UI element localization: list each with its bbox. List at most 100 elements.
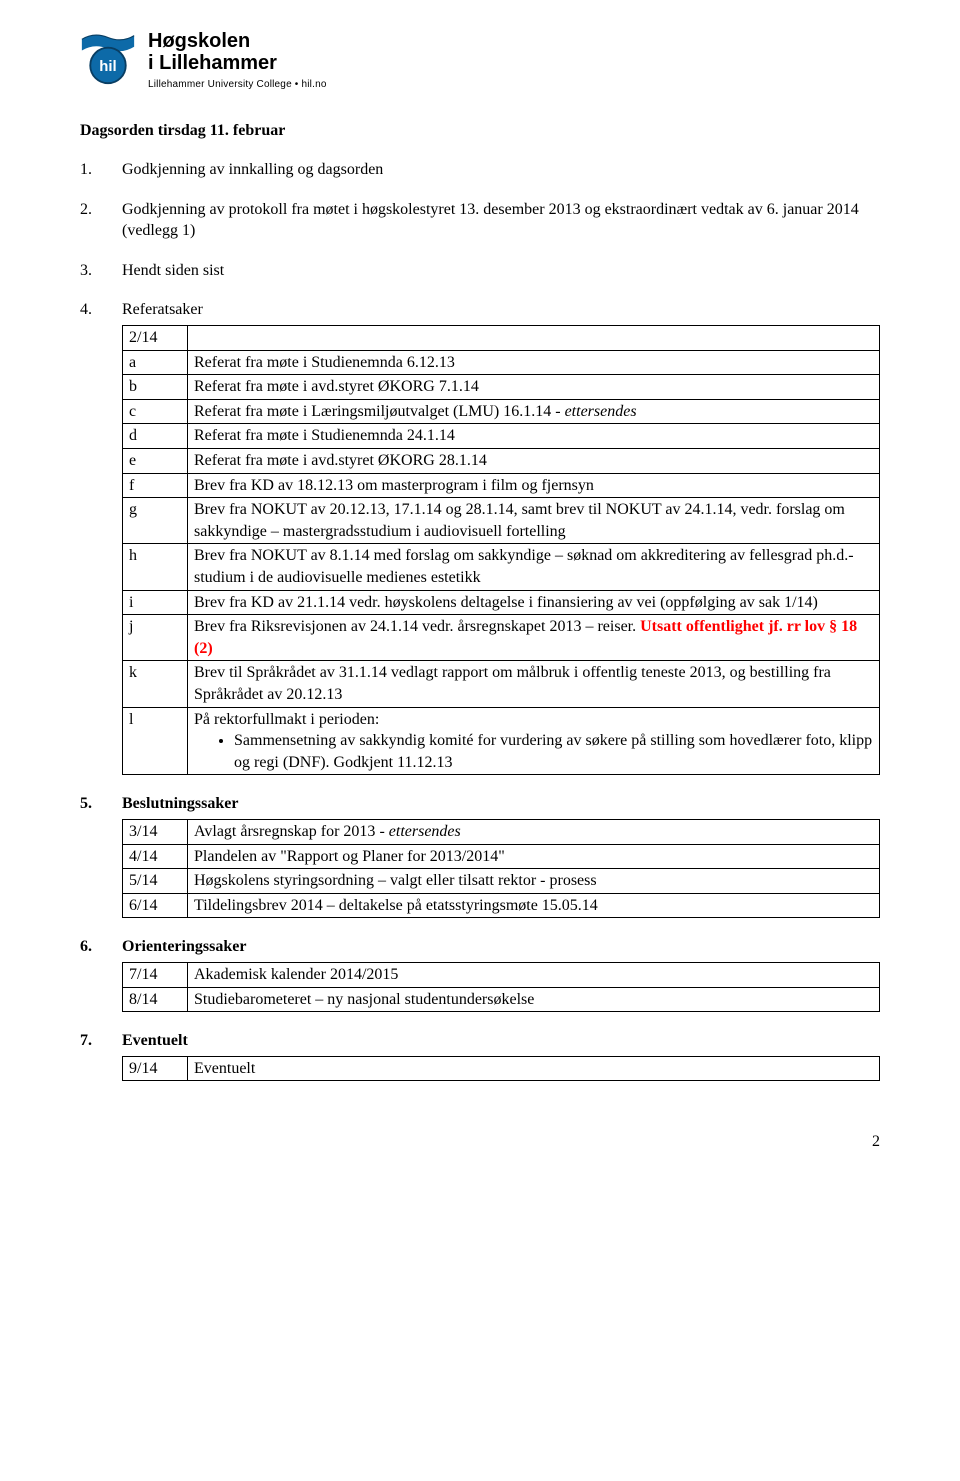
cell-key: 2/14: [123, 326, 188, 351]
cell-value: Studiebarometeret – ny nasjonal studentu…: [188, 987, 880, 1012]
item-text: Godkjenning av innkalling og dagsorden: [122, 159, 880, 181]
table-row: a Referat fra møte i Studienemnda 6.12.1…: [123, 350, 880, 375]
cell-key: l: [123, 707, 188, 775]
item-number: 2.: [80, 199, 92, 221]
table-row: 7/14 Akademisk kalender 2014/2015: [123, 962, 880, 987]
agenda-item-2: 2. Godkjenning av protokoll fra møtet i …: [80, 199, 880, 242]
hil-logo-icon: hil: [80, 30, 136, 86]
agenda-item-3: 3. Hendt siden sist: [80, 260, 880, 282]
table-row: i Brev fra KD av 21.1.14 vedr. høyskolen…: [123, 590, 880, 615]
table-row: c Referat fra møte i Læringsmiljøutvalge…: [123, 399, 880, 424]
cell-value: Referat fra møte i Læringsmiljøutvalget …: [188, 399, 880, 424]
cell-key: 3/14: [123, 819, 188, 844]
text: Avlagt årsregnskap for 2013: [194, 823, 379, 840]
cell-key: e: [123, 449, 188, 474]
cell-key: 8/14: [123, 987, 188, 1012]
table-row: 6/14 Tildelingsbrev 2014 – deltakelse på…: [123, 893, 880, 918]
cell-value: Akademisk kalender 2014/2015: [188, 962, 880, 987]
cell-value: Brev fra KD av 21.1.14 vedr. høyskolens …: [188, 590, 880, 615]
item-text: Orienteringssaker: [122, 936, 880, 958]
cell-key: i: [123, 590, 188, 615]
item-text: Hendt siden sist: [122, 260, 880, 282]
cell-value: Brev fra Riksrevisjonen av 24.1.14 vedr.…: [188, 615, 880, 661]
svg-text:hil: hil: [99, 58, 116, 75]
cell-value: Referat fra møte i Studienemnda 6.12.13: [188, 350, 880, 375]
italic-note: - ettersendes: [379, 823, 460, 840]
cell-value: Brev fra NOKUT av 20.12.13, 17.1.14 og 2…: [188, 498, 880, 544]
cell-value: Brev fra KD av 18.12.13 om masterprogram…: [188, 473, 880, 498]
cell-value: Referat fra møte i avd.styret ØKORG 28.1…: [188, 449, 880, 474]
item-text: Beslutningssaker: [122, 793, 880, 815]
agenda-item-5: 5. Beslutningssaker 3/14 Avlagt årsregns…: [80, 793, 880, 918]
agenda-item-6: 6. Orienteringssaker 7/14 Akademisk kale…: [80, 936, 880, 1012]
cell-key: 7/14: [123, 962, 188, 987]
bullet-item: Sammensetning av sakkyndig komité for vu…: [234, 730, 873, 773]
cell-key: h: [123, 544, 188, 590]
italic-note: - ettersendes: [555, 403, 636, 420]
text: På rektorfullmakt i perioden:: [194, 711, 379, 728]
referatsaker-table: 2/14 a Referat fra møte i Studienemnda 6…: [122, 325, 880, 775]
page-number: 2: [80, 1131, 880, 1153]
table-row: e Referat fra møte i avd.styret ØKORG 28…: [123, 449, 880, 474]
item-text: Referatsaker: [122, 299, 880, 321]
cell-value: Brev til Språkrådet av 31.1.14 vedlagt r…: [188, 661, 880, 707]
eventuelt-table: 9/14 Eventuelt: [122, 1056, 880, 1082]
table-row: h Brev fra NOKUT av 8.1.14 med forslag o…: [123, 544, 880, 590]
cell-value: Høgskolens styringsordning – valgt eller…: [188, 869, 880, 894]
table-row: 9/14 Eventuelt: [123, 1056, 880, 1081]
cell-value: [188, 326, 880, 351]
table-row: b Referat fra møte i avd.styret ØKORG 7.…: [123, 375, 880, 400]
header-logo: hil Høgskolen i Lillehammer Lillehammer …: [80, 30, 880, 92]
item-number: 6.: [80, 936, 92, 958]
cell-key: j: [123, 615, 188, 661]
table-row: 5/14 Høgskolens styringsordning – valgt …: [123, 869, 880, 894]
table-row: 3/14 Avlagt årsregnskap for 2013 - etter…: [123, 819, 880, 844]
cell-key: 4/14: [123, 844, 188, 869]
cell-key: k: [123, 661, 188, 707]
bullet-list: Sammensetning av sakkyndig komité for vu…: [194, 730, 873, 773]
table-row: l På rektorfullmakt i perioden: Sammense…: [123, 707, 880, 775]
item-text: Eventuelt: [122, 1030, 880, 1052]
cell-value: Referat fra møte i avd.styret ØKORG 7.1.…: [188, 375, 880, 400]
table-row: 4/14 Plandelen av "Rapport og Planer for…: [123, 844, 880, 869]
table-row: k Brev til Språkrådet av 31.1.14 vedlagt…: [123, 661, 880, 707]
logo-line2: i Lillehammer: [148, 52, 327, 74]
agenda-list: 1. Godkjenning av innkalling og dagsorde…: [80, 159, 880, 1081]
cell-value: På rektorfullmakt i perioden: Sammensetn…: [188, 707, 880, 775]
cell-key: c: [123, 399, 188, 424]
cell-key: a: [123, 350, 188, 375]
cell-key: 9/14: [123, 1056, 188, 1081]
document-title: Dagsorden tirsdag 11. februar: [80, 120, 880, 142]
orienteringssaker-table: 7/14 Akademisk kalender 2014/2015 8/14 S…: [122, 962, 880, 1012]
table-row: f Brev fra KD av 18.12.13 om masterprogr…: [123, 473, 880, 498]
cell-value: Brev fra NOKUT av 8.1.14 med forslag om …: [188, 544, 880, 590]
agenda-item-7: 7. Eventuelt 9/14 Eventuelt: [80, 1030, 880, 1081]
logo-line1: Høgskolen: [148, 30, 327, 52]
cell-value: Tildelingsbrev 2014 – deltakelse på etat…: [188, 893, 880, 918]
table-row: j Brev fra Riksrevisjonen av 24.1.14 ved…: [123, 615, 880, 661]
cell-key: 5/14: [123, 869, 188, 894]
text: Referat fra møte i Læringsmiljøutvalget …: [194, 403, 555, 420]
cell-value: Avlagt årsregnskap for 2013 - ettersende…: [188, 819, 880, 844]
cell-key: g: [123, 498, 188, 544]
beslutningssaker-table: 3/14 Avlagt årsregnskap for 2013 - etter…: [122, 819, 880, 918]
cell-value: Eventuelt: [188, 1056, 880, 1081]
table-row: d Referat fra møte i Studienemnda 24.1.1…: [123, 424, 880, 449]
item-number: 7.: [80, 1030, 92, 1052]
cell-key: 6/14: [123, 893, 188, 918]
agenda-item-1: 1. Godkjenning av innkalling og dagsorde…: [80, 159, 880, 181]
item-number: 3.: [80, 260, 92, 282]
table-row: 2/14: [123, 326, 880, 351]
text: Brev fra Riksrevisjonen av 24.1.14 vedr.…: [194, 618, 640, 635]
agenda-item-4: 4. Referatsaker 2/14 a Referat fra møte …: [80, 299, 880, 775]
cell-key: d: [123, 424, 188, 449]
table-row: 8/14 Studiebarometeret – ny nasjonal stu…: [123, 987, 880, 1012]
logo-text: Høgskolen i Lillehammer Lillehammer Univ…: [148, 30, 327, 92]
item-number: 1.: [80, 159, 92, 181]
cell-value: Plandelen av "Rapport og Planer for 2013…: [188, 844, 880, 869]
cell-value: Referat fra møte i Studienemnda 24.1.14: [188, 424, 880, 449]
item-number: 4.: [80, 299, 92, 321]
item-text: Godkjenning av protokoll fra møtet i høg…: [122, 199, 880, 242]
item-number: 5.: [80, 793, 92, 815]
cell-key: f: [123, 473, 188, 498]
